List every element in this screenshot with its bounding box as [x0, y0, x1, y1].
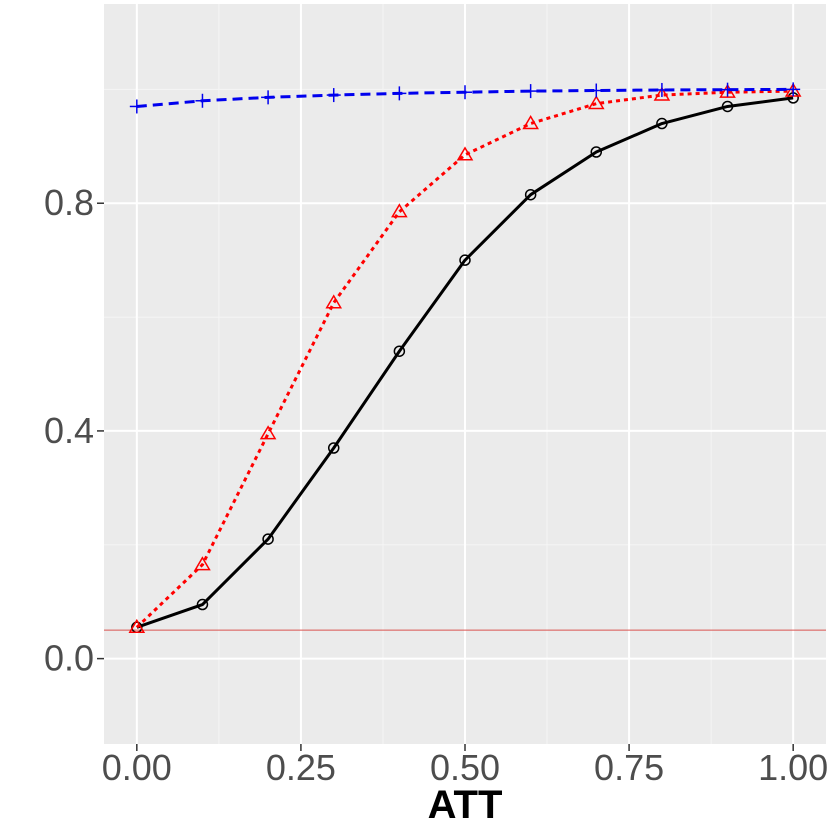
data-point	[786, 82, 801, 97]
data-point	[587, 95, 605, 110]
x-tick-label: 0.50	[430, 747, 500, 788]
data-point	[458, 85, 472, 100]
data-point	[523, 84, 538, 99]
x-tick-label: 1.00	[758, 747, 828, 788]
y-tick-label: 0.8	[44, 182, 94, 223]
y-tick-label: 0.0	[44, 638, 94, 679]
data-point	[522, 115, 539, 130]
data-point	[654, 82, 669, 97]
data-point	[653, 86, 671, 101]
data-point	[393, 345, 406, 357]
major-gridlines	[104, 4, 826, 744]
data-point	[456, 146, 474, 161]
data-point	[129, 99, 144, 114]
data-point	[326, 88, 341, 103]
data-point	[391, 203, 408, 218]
data-point	[392, 86, 407, 101]
series-3	[129, 82, 801, 114]
data-point	[196, 598, 209, 611]
x-axis-title: ATT	[428, 783, 503, 827]
data-point	[720, 82, 735, 97]
data-point	[721, 100, 734, 113]
y-tick-label: 0.4	[44, 410, 94, 451]
data-point	[719, 83, 736, 98]
data-point	[259, 425, 277, 440]
data-point	[524, 188, 537, 201]
x-tick-label: 0.00	[102, 747, 172, 788]
data-point	[459, 254, 471, 266]
data-point	[589, 83, 604, 98]
data-point	[590, 146, 603, 158]
series-1-line	[136, 96, 794, 629]
y-axis: 0.0 0.4 0.8	[44, 182, 104, 679]
data-point	[327, 442, 340, 454]
data-point	[128, 618, 146, 633]
data-point	[194, 556, 211, 571]
data-point	[261, 90, 276, 105]
data-point	[195, 93, 210, 108]
series-1	[131, 92, 799, 634]
series-layer	[128, 82, 802, 634]
data-point	[262, 533, 274, 545]
x-tick-label: 0.25	[266, 747, 336, 788]
x-tick-label: 0.75	[594, 747, 664, 788]
data-point	[656, 117, 668, 130]
data-point	[325, 294, 343, 309]
x-axis: 0.00 0.25 0.50 0.75 1.00	[102, 744, 828, 788]
